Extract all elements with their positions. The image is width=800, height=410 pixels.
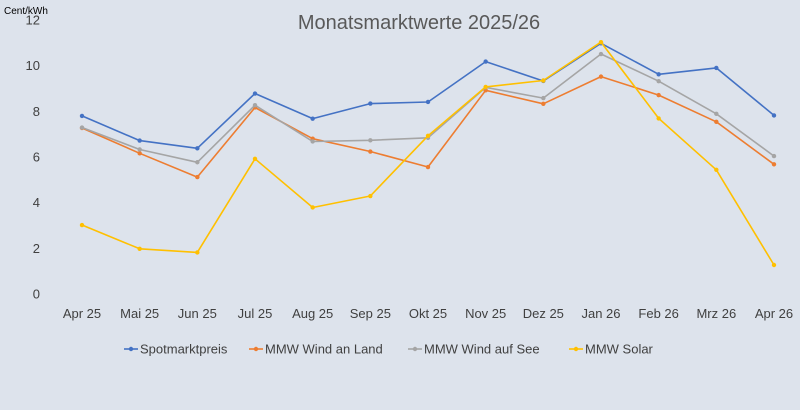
data-point [483, 84, 488, 90]
y-tick-label: 8 [33, 104, 40, 119]
data-point [598, 51, 604, 57]
data-point [368, 138, 373, 143]
data-point [137, 147, 142, 152]
y-tick-label: 6 [33, 150, 40, 165]
legend-label: MMW Wind auf See [424, 342, 540, 357]
legend-marker [412, 346, 418, 352]
data-point [656, 78, 661, 84]
data-point [195, 174, 200, 180]
data-point [195, 250, 200, 255]
y-tick-label: 2 [33, 241, 40, 256]
y-tick-label: 10 [26, 58, 40, 73]
x-tick-label: Aug 25 [292, 306, 333, 321]
x-tick-label: Apr 25 [63, 306, 101, 321]
data-point [714, 167, 719, 172]
data-point [137, 138, 142, 143]
data-point [425, 99, 431, 105]
legend-item: MMW Wind an Land [249, 342, 383, 357]
data-point [714, 65, 719, 71]
x-tick-label: Jun 25 [178, 306, 217, 321]
x-tick-label: Apr 26 [755, 306, 793, 321]
x-tick-label: Mai 25 [120, 306, 159, 321]
data-point [771, 153, 777, 159]
data-point [541, 101, 546, 106]
data-point [310, 205, 315, 210]
data-point [541, 95, 546, 101]
unit-label: Cent/kWh [4, 6, 48, 17]
legend-label: MMW Solar [585, 342, 654, 357]
data-point [368, 101, 373, 106]
x-tick-label: Sep 25 [350, 306, 391, 321]
legend-marker [253, 346, 259, 352]
legend: Spotmarktpreis MMW Wind an Land MMW Wind a… [124, 342, 654, 357]
data-point [714, 119, 719, 125]
data-point [137, 246, 142, 251]
legend-item: MMW Solar [569, 342, 654, 357]
series-group [79, 51, 777, 165]
data-point [79, 125, 85, 130]
x-tick-label: Mrz 26 [696, 306, 736, 321]
data-point [771, 113, 777, 118]
y-tick-label: 4 [33, 195, 40, 210]
x-tick-label: Jul 25 [238, 306, 273, 321]
series-layer [79, 39, 777, 268]
x-tick-label: Nov 25 [465, 306, 506, 321]
x-tick-label: Feb 26 [638, 306, 678, 321]
y-tick-label: 0 [33, 287, 40, 302]
series-group [79, 41, 777, 151]
data-point [137, 151, 142, 156]
data-point [79, 113, 85, 119]
data-point [598, 74, 604, 79]
data-point [656, 92, 661, 98]
data-point [483, 59, 488, 64]
x-tick-label: Dez 25 [523, 306, 564, 321]
data-point [310, 139, 315, 144]
legend-label: MMW Wind an Land [265, 342, 383, 357]
data-point [368, 193, 373, 199]
data-point [252, 102, 258, 108]
data-point [771, 162, 777, 167]
data-point [425, 164, 431, 170]
legend-label: Spotmarktpreis [140, 342, 228, 357]
x-tick-label: Jan 26 [581, 306, 620, 321]
y-axis: 0 2 4 6 8 10 12 [26, 13, 40, 302]
data-point [541, 78, 546, 83]
data-point [598, 39, 604, 45]
series-group [79, 39, 777, 268]
data-point [771, 262, 777, 268]
series-line [81, 42, 775, 150]
y-tick-label: 12 [26, 13, 40, 28]
data-point [714, 111, 719, 117]
legend-marker [128, 346, 134, 352]
data-point [425, 133, 431, 138]
data-point [195, 160, 200, 165]
data-point [310, 116, 315, 121]
chart-title: Monatsmarktwerte 2025/26 [298, 12, 540, 34]
series-group [79, 74, 777, 180]
data-point [656, 116, 661, 121]
legend-item: MMW Wind auf See [408, 342, 540, 357]
data-point [368, 149, 373, 154]
legend-marker [573, 346, 579, 352]
x-axis: Apr 25 Mai 25 Jun 25 Jul 25 Aug 25 Sep 25 Okt … [63, 306, 793, 321]
data-point [656, 72, 661, 77]
series-line [81, 41, 775, 266]
data-point [195, 146, 200, 151]
data-point [252, 156, 258, 162]
data-point [79, 222, 85, 228]
series-line [81, 75, 775, 178]
data-point [252, 91, 258, 96]
legend-item: Spotmarktpreis [124, 342, 228, 357]
x-tick-label: Okt 25 [409, 306, 447, 321]
